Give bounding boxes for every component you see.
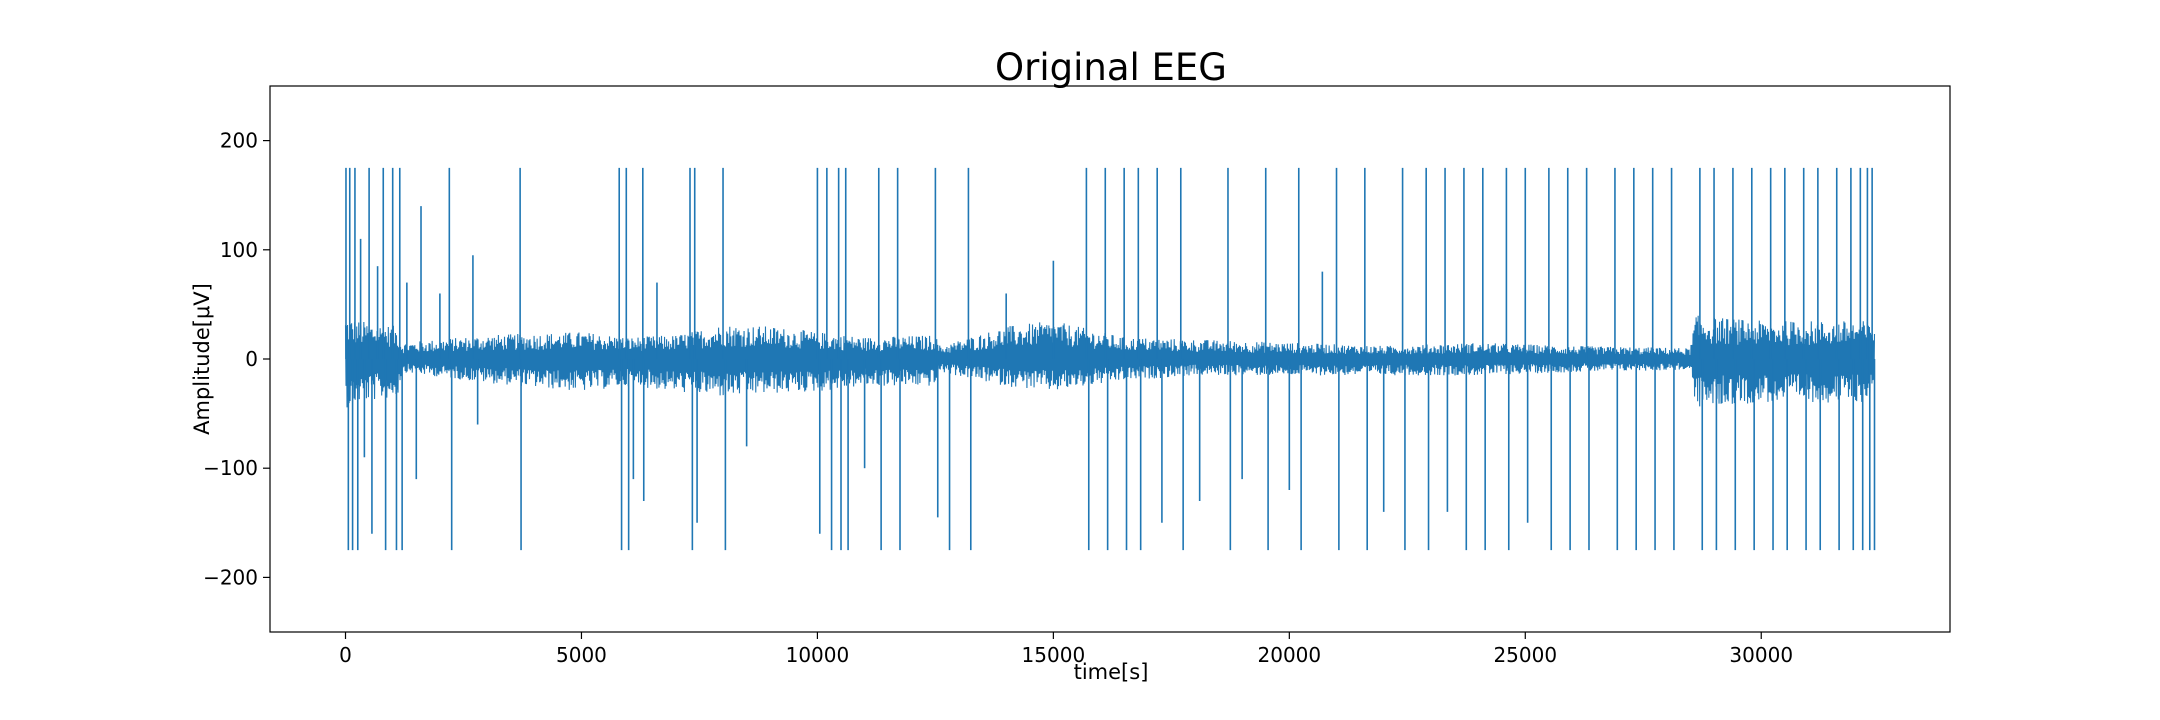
y-axis: −200 −100 0 100 200 [203,129,270,589]
x-tick-label: 10000 [786,643,850,667]
x-axis: 0 5000 10000 15000 20000 25000 30000 [339,632,1793,667]
x-axis-label: time[s] [1074,660,1149,684]
signal-layer [344,167,1876,551]
eeg-trace [344,315,1876,408]
y-tick-label: −100 [203,456,258,480]
x-tick-label: 25000 [1493,643,1557,667]
chart-title: Original EEG [995,46,1227,89]
eeg-series [344,167,1876,551]
y-axis-label: Amplitude[μV] [190,283,214,435]
x-tick-label: 0 [339,643,352,667]
y-tick-label: −200 [203,565,258,589]
x-tick-label: 5000 [556,643,607,667]
x-tick-label: 20000 [1258,643,1322,667]
x-tick-label: 15000 [1022,643,1086,667]
x-tick-label: 30000 [1729,643,1793,667]
y-tick-label: 100 [220,238,258,262]
y-tick-label: 200 [220,129,258,153]
y-tick-label: 0 [245,347,258,371]
